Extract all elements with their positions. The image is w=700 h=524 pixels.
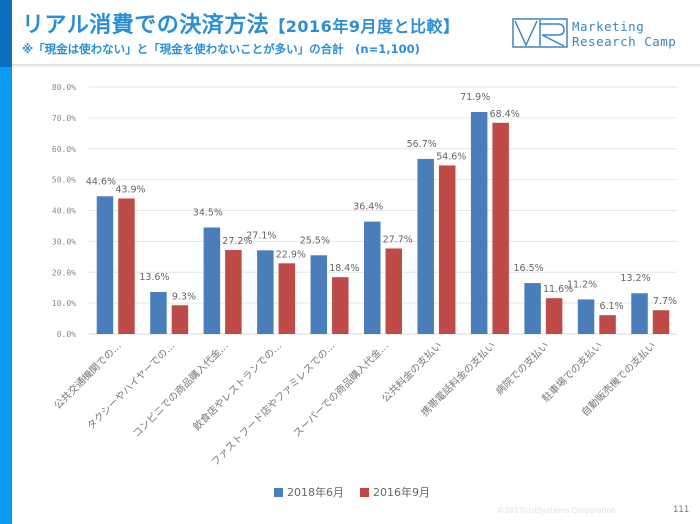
data-label: 11.2% xyxy=(567,279,597,290)
data-label: 13.6% xyxy=(139,272,169,283)
y-tick-label: 70.0% xyxy=(52,114,76,123)
data-label: 34.5% xyxy=(193,207,223,218)
bar-2016 xyxy=(118,198,135,334)
data-label: 13.2% xyxy=(620,273,650,284)
data-label: 27.1% xyxy=(246,230,276,241)
legend-swatch-2016 xyxy=(360,487,369,497)
chart-legend: 2018年6月 2016年9月 xyxy=(274,484,430,500)
data-label: 56.7% xyxy=(407,139,437,150)
data-label: 16.5% xyxy=(514,263,544,274)
legend-item-2016: 2016年9月 xyxy=(360,484,430,500)
bar-2016 xyxy=(492,122,509,334)
category-label: コンビニでの商品購入代金… xyxy=(130,339,231,440)
data-label: 54.6% xyxy=(436,151,466,162)
legend-label-2016: 2016年9月 xyxy=(373,486,430,499)
data-label: 7.7% xyxy=(653,296,677,307)
y-tick-label: 60.0% xyxy=(52,145,76,154)
page-title: リアル消費での決済方法【2016年9月度と比較】 xyxy=(22,7,459,39)
bar-2018 xyxy=(203,227,221,334)
data-label: 27.7% xyxy=(383,234,413,245)
bar-2018 xyxy=(417,158,434,334)
data-label: 25.5% xyxy=(300,235,330,246)
data-label: 11.6% xyxy=(543,284,573,295)
y-tick-label: 30.0% xyxy=(52,237,76,246)
bar-2016 xyxy=(652,310,670,334)
y-tick-label: 0.0% xyxy=(57,330,76,339)
bar-2016 xyxy=(332,277,349,334)
category-label: 病院での支払い xyxy=(493,339,552,398)
category-label: タクシーやハイヤーでの… xyxy=(85,340,178,433)
category-label: 飲食店やレストランでの… xyxy=(190,339,284,433)
bar-2018 xyxy=(257,250,274,334)
bar-2016 xyxy=(225,250,242,334)
data-label: 44.6% xyxy=(86,176,116,187)
logo-text: Marketing Research Camp xyxy=(572,19,676,49)
bar-2016 xyxy=(599,315,616,334)
y-tick-label: 10.0% xyxy=(52,299,76,308)
bar-chart: 0.0% 10.0% 20.0% 30.0% 40.0% 50.0% 60.0% 70.0% 8… xyxy=(51,83,677,468)
legend-swatch-2018 xyxy=(274,487,283,497)
data-label: 9.3% xyxy=(172,291,196,302)
bar-2016 xyxy=(385,248,402,334)
bar-2018 xyxy=(310,255,328,334)
bar-2018 xyxy=(96,196,114,334)
bar-2018 xyxy=(524,283,541,334)
data-label: 68.4% xyxy=(490,109,520,120)
data-label: 18.4% xyxy=(329,263,359,274)
mrc-logo-icon xyxy=(512,18,568,48)
data-label: 43.9% xyxy=(115,184,145,195)
title-main: リアル消費での決済方法 xyxy=(22,13,270,38)
legend-label-2018: 2018年6月 xyxy=(287,486,344,499)
bar-2018 xyxy=(577,299,595,334)
bar-2016 xyxy=(438,165,456,334)
page-number: 111 xyxy=(673,505,690,515)
data-label: 27.2% xyxy=(222,236,252,247)
logo-line-1: Marketing xyxy=(572,19,645,34)
y-tick-label: 40.0% xyxy=(52,207,76,216)
bar-2018 xyxy=(150,292,167,334)
bar-2018 xyxy=(470,112,488,334)
logo-line-2: Research Camp xyxy=(572,34,677,49)
bar-2016 xyxy=(278,263,296,334)
header-divider xyxy=(12,64,700,68)
bar-2016 xyxy=(545,298,563,334)
y-tick-label: 80.0% xyxy=(52,83,76,92)
data-label: 36.4% xyxy=(353,202,383,213)
copyright: ©2017JustSystems Corporation xyxy=(497,506,616,515)
data-label: 6.1% xyxy=(599,301,623,312)
data-label: 71.9% xyxy=(460,92,490,103)
legend-item-2018: 2018年6月 xyxy=(274,484,344,500)
y-tick-label: 50.0% xyxy=(52,176,76,185)
category-label: スーパーでの商品購入代金… xyxy=(290,339,391,440)
side-accent-bar xyxy=(0,67,12,524)
bar-2018 xyxy=(631,293,648,334)
bar-2018 xyxy=(364,221,381,334)
page-subtitle: ※「現金は使わない」と「現金を使わないことが多い」の合計 (n=1,100) xyxy=(22,42,420,56)
data-label: 22.9% xyxy=(276,249,306,260)
bar-2016 xyxy=(171,305,189,334)
title-sub: 【2016年9月度と比較】 xyxy=(269,17,460,36)
header-accent-bar xyxy=(0,0,12,67)
y-tick-label: 20.0% xyxy=(52,268,76,277)
